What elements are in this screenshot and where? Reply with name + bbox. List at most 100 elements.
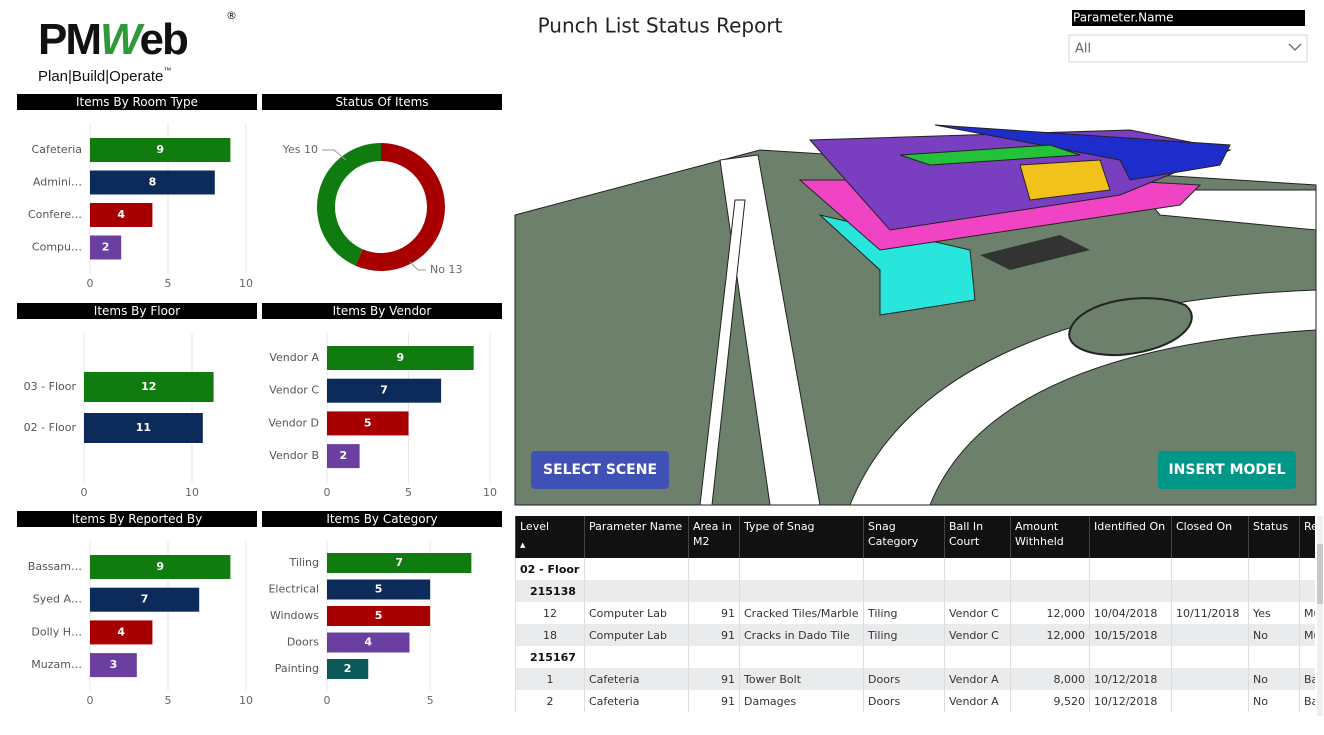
column-header: Amount Withheld <box>1010 516 1090 558</box>
column-header: Area in M2 <box>688 516 740 558</box>
slice-label: No 13 <box>430 263 462 276</box>
empty-cell <box>1299 646 1315 668</box>
data-label: 11 <box>136 421 151 434</box>
panel-title: Status Of Items <box>335 95 428 109</box>
scroll-thumb[interactable] <box>1317 544 1323 604</box>
data-label: 5 <box>375 583 383 596</box>
table-cell: Doors <box>863 690 945 712</box>
leader-line <box>409 261 426 271</box>
empty-cell <box>944 580 1011 602</box>
road <box>719 154 821 506</box>
slice-name: No <box>430 263 445 276</box>
button-label[interactable]: INSERT MODEL <box>1168 462 1285 478</box>
filter-label: Parameter.Name <box>1073 11 1174 25</box>
table-cell: 10/12/2018 <box>1089 668 1172 690</box>
panel-header <box>262 94 502 110</box>
x-tick-label: 5 <box>165 277 172 290</box>
subgroup-row: 215167 <box>515 646 1315 668</box>
empty-cell <box>1248 558 1300 580</box>
table-cell: 91 <box>688 668 740 690</box>
table-cell <box>1171 690 1249 712</box>
panel-title: Items By Category <box>326 512 437 526</box>
button-bg[interactable] <box>531 451 669 489</box>
table-cell: 10/04/2018 <box>1089 602 1172 624</box>
logo-mark: ® <box>226 9 237 22</box>
empty-cell <box>1010 580 1090 602</box>
data-label: 7 <box>380 384 388 397</box>
empty-cell <box>1171 646 1249 668</box>
bar <box>84 413 203 443</box>
empty-cell <box>1248 580 1300 602</box>
table-cell: Muzammil <box>1299 602 1315 624</box>
data-label: 12 <box>141 380 156 393</box>
data-label: 7 <box>395 556 403 569</box>
bar <box>90 170 215 195</box>
bar <box>327 606 431 626</box>
sort-indicator[interactable]: ▲ <box>520 541 526 549</box>
button-bg[interactable] <box>1158 451 1296 489</box>
table-cell: 91 <box>688 624 740 646</box>
y-tick-label: Painting <box>275 662 319 675</box>
select-scene-button[interactable]: SELECT SCENE <box>531 451 669 489</box>
data-label: 3 <box>110 658 118 671</box>
data-label: 9 <box>156 143 164 156</box>
empty-cell <box>1171 558 1249 580</box>
panel-title: Items By Floor <box>94 304 180 318</box>
table-cell: Damages <box>739 690 864 712</box>
column-header: Reported By <box>1299 516 1315 558</box>
bar <box>327 579 431 600</box>
dropdown-chevron[interactable] <box>1288 43 1302 51</box>
dropdown-box[interactable] <box>1068 34 1308 63</box>
panel-header <box>262 511 502 527</box>
empty-cell <box>1171 580 1249 602</box>
bar <box>327 411 409 436</box>
slice-label: Yes 10 <box>282 143 318 156</box>
table: Level ▲ Parameter Name Area in M2 Type of Sn… <box>515 516 1315 712</box>
button-label[interactable]: SELECT SCENE <box>543 462 657 478</box>
y-tick-label: Dolly H… <box>31 625 82 638</box>
bar <box>327 659 369 679</box>
header-row: Level ▲ Parameter Name Area in M2 Type of Sn… <box>515 516 1315 558</box>
insert-model-button[interactable]: INSERT MODEL <box>1158 451 1296 489</box>
tagline-tm: ™ <box>163 66 171 75</box>
island <box>1068 297 1193 357</box>
x-tick-label: 5 <box>427 694 434 707</box>
table-cell: 10/11/2018 <box>1171 602 1249 624</box>
subgroup-label: 215167 <box>515 646 585 668</box>
table-cell: 2 <box>515 690 585 712</box>
scrollbar[interactable] <box>1317 516 1323 716</box>
data-row: 1 Cafeteria 91 Tower Bolt Doors Vendor A 8,000… <box>515 668 1315 690</box>
column-header: Status <box>1248 516 1300 558</box>
table-cell: Doors <box>863 668 945 690</box>
empty-cell <box>863 580 945 602</box>
logo: PMWeb <box>38 15 188 64</box>
table-cell: Computer Lab <box>584 602 689 624</box>
table-cell: Tiling <box>863 624 945 646</box>
bar <box>90 138 231 162</box>
slice-value: 10 <box>304 143 318 156</box>
table-cell: 91 <box>688 602 740 624</box>
empty-cell <box>944 646 1011 668</box>
data-row: 2 Cafeteria 91 Damages Doors Vendor A 9,520 10/… <box>515 690 1315 712</box>
table-cell: 18 <box>515 624 585 646</box>
dropdown-value[interactable]: All <box>1075 42 1091 57</box>
bar <box>327 378 442 403</box>
empty-cell <box>1248 646 1300 668</box>
leader-line <box>322 149 347 161</box>
table-cell: Computer Lab <box>584 624 689 646</box>
table-cell: Yes <box>1248 602 1300 624</box>
table-cell: No <box>1248 624 1300 646</box>
stairs <box>980 235 1090 270</box>
bar <box>327 632 410 653</box>
empty-cell <box>688 580 740 602</box>
filter-dropdown[interactable]: All <box>1068 34 1308 63</box>
data-label: 7 <box>141 593 149 606</box>
subgroup-label: 215138 <box>515 580 585 602</box>
table-cell: 12 <box>515 602 585 624</box>
empty-cell <box>584 580 689 602</box>
y-tick-label: Electrical <box>268 583 319 596</box>
data-label: 5 <box>375 609 383 622</box>
panel-title: Items By Vendor <box>333 304 432 318</box>
empty-cell <box>1010 558 1090 580</box>
building-block <box>1019 159 1111 201</box>
